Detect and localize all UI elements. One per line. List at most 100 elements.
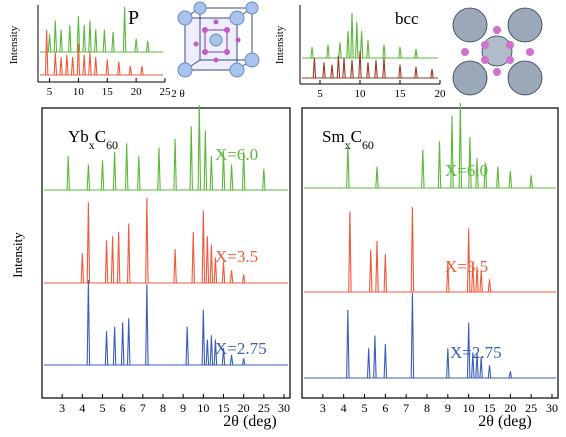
peak: [210, 156, 212, 190]
peak: [95, 30, 97, 53]
peak: [89, 21, 91, 53]
peak: [331, 65, 333, 79]
peak: [128, 318, 130, 365]
x-tick-label: 6: [382, 401, 388, 415]
x-axis-label: 2 θ: [171, 88, 185, 100]
peak: [411, 293, 413, 378]
plot-frame: [302, 108, 558, 398]
title-part: C: [351, 127, 362, 146]
peak: [111, 236, 113, 283]
peak: [204, 131, 206, 191]
peak: [206, 340, 208, 366]
peak: [370, 250, 372, 293]
peak: [174, 139, 176, 190]
peak: [337, 56, 339, 79]
peak: [190, 126, 192, 190]
peak: [411, 207, 413, 292]
peak: [128, 224, 130, 284]
peak: [488, 365, 490, 378]
peak: [67, 156, 69, 190]
series-label: X=6.0: [445, 161, 488, 180]
peak: [113, 152, 115, 190]
peak: [146, 198, 148, 283]
x-tick-label: 5: [100, 401, 106, 415]
x-tick-label: 3: [59, 401, 65, 415]
peak: [117, 232, 119, 283]
peak: [447, 348, 449, 378]
peak: [101, 160, 103, 190]
peak: [83, 55, 85, 75]
peak: [126, 143, 128, 190]
peak: [112, 32, 114, 52]
peak: [89, 53, 91, 76]
peak: [384, 254, 386, 292]
peak: [106, 59, 108, 75]
peak: [202, 310, 204, 365]
peak: [210, 335, 212, 365]
peak: [360, 31, 362, 58]
peak: [54, 21, 56, 53]
x-tick-label: 6: [120, 401, 126, 415]
y-axis-label: Intensity: [274, 25, 286, 64]
x-tick-label: 20: [435, 88, 447, 100]
x-axis-label: 2θ (deg): [478, 413, 531, 430]
x-tick-label: 20: [131, 86, 143, 98]
x-tick-label: 30: [546, 401, 558, 415]
peak: [174, 249, 176, 283]
peak: [323, 62, 325, 78]
peak: [81, 253, 83, 283]
peak: [438, 141, 440, 188]
peak: [113, 327, 115, 365]
title-part: 60: [362, 138, 374, 152]
peak: [422, 150, 424, 188]
panel: 5101520bccIntensity: [274, 5, 446, 100]
peak: [488, 279, 490, 292]
peak: [327, 45, 329, 59]
x-tick-label: 10: [73, 86, 85, 98]
peak: [141, 66, 143, 75]
peak: [415, 67, 417, 78]
peak: [138, 156, 140, 190]
peak: [376, 167, 378, 188]
peak: [383, 58, 385, 78]
peak: [146, 284, 148, 365]
x-tick-label: 30: [278, 401, 290, 415]
peak: [87, 280, 89, 365]
x-tick-label: 9: [180, 401, 186, 415]
x-tick-label: 15: [102, 86, 114, 98]
chart-title: YbxC60: [68, 127, 118, 152]
peak: [374, 336, 376, 379]
peak: [497, 167, 499, 188]
peak: [263, 169, 265, 190]
x-tick-label: 10: [197, 401, 209, 415]
x-tick-label: 10: [463, 401, 475, 415]
peak: [210, 245, 212, 283]
x-tick-label: 4: [79, 401, 85, 415]
peak: [431, 69, 433, 78]
peak: [367, 348, 369, 378]
peak: [87, 165, 89, 191]
peak: [343, 58, 345, 78]
x-tick-label: 15: [395, 88, 407, 100]
peak: [530, 175, 532, 188]
peak: [347, 310, 349, 378]
peak: [356, 22, 358, 58]
p-structure: [178, 2, 259, 77]
peak: [186, 327, 188, 365]
peak: [206, 236, 208, 283]
x-tick-label: 5: [317, 88, 323, 100]
peak: [60, 30, 62, 53]
peak: [367, 62, 369, 78]
peak: [146, 41, 148, 52]
series-label: X=6.0: [215, 145, 258, 164]
peak: [192, 232, 194, 283]
peak: [313, 58, 315, 78]
x-tick-label: 3: [320, 401, 326, 415]
peak: [399, 65, 401, 79]
peak: [339, 42, 341, 58]
peak: [399, 47, 401, 58]
x-tick-label: 5: [362, 401, 368, 415]
